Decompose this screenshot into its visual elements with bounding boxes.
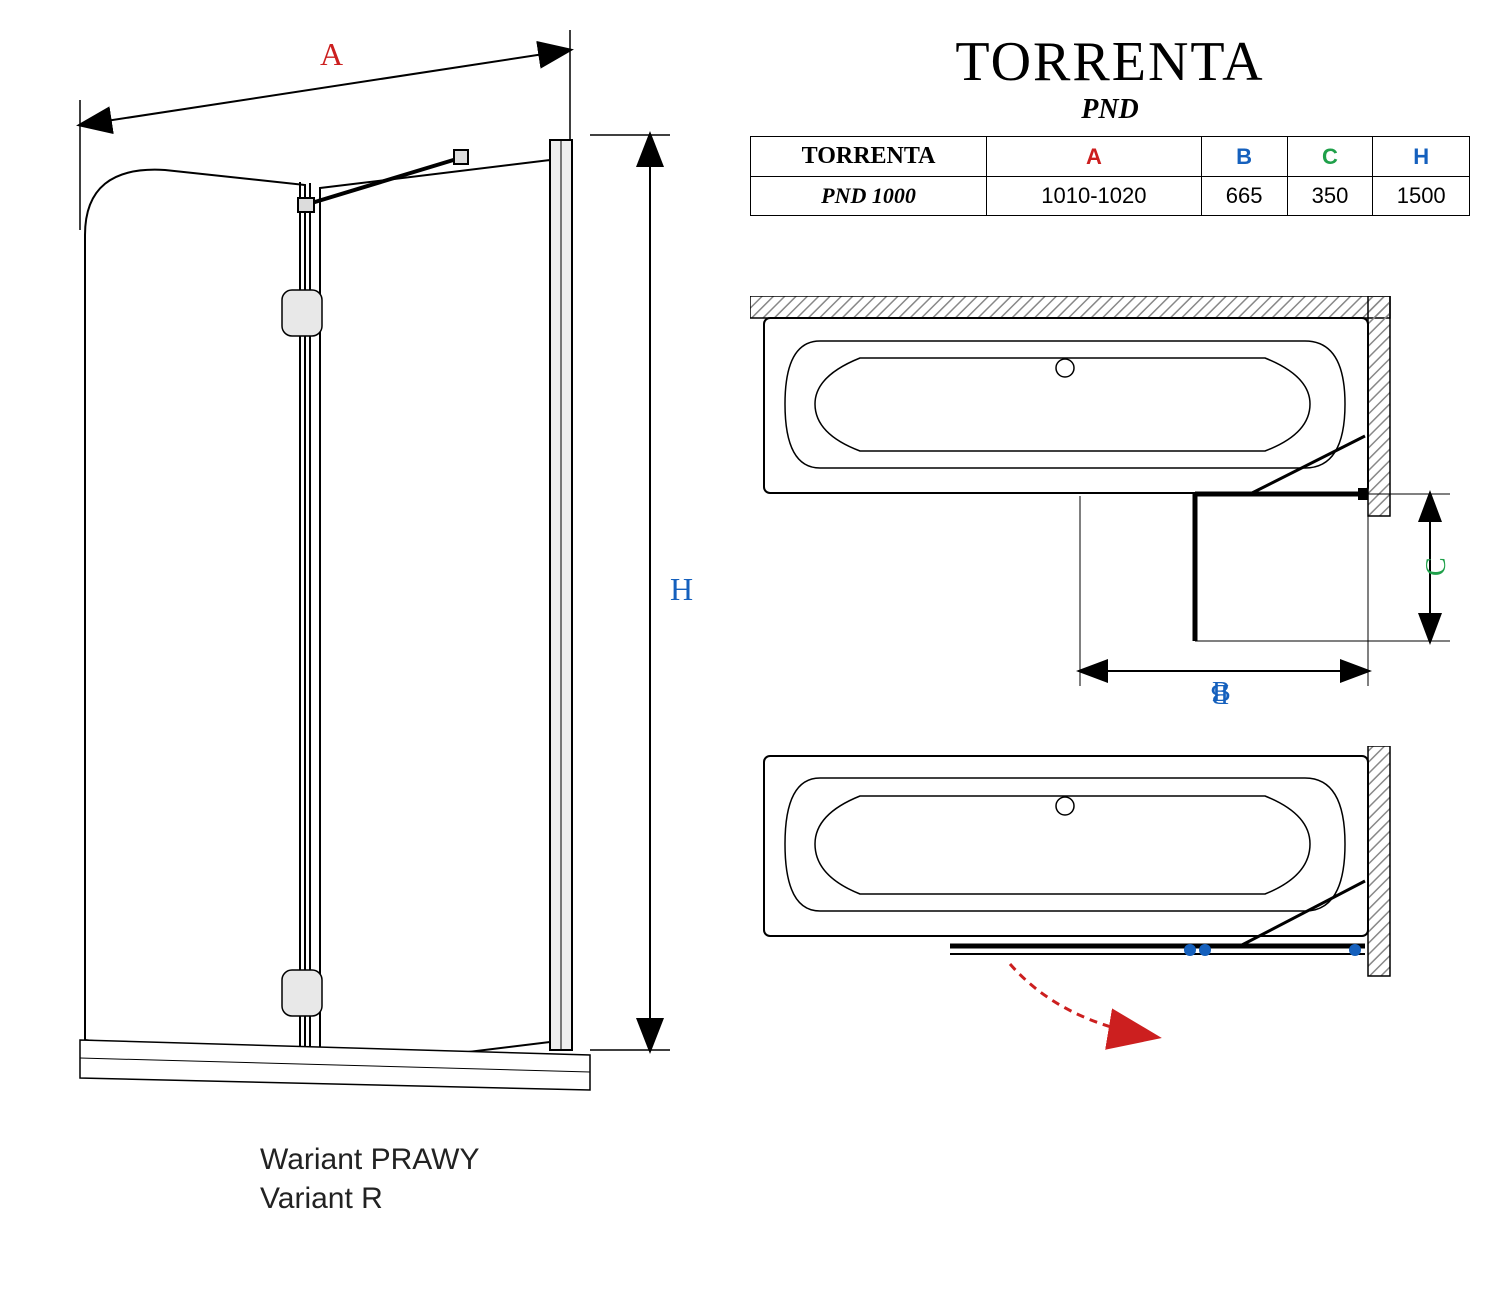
table-row: PND 1000 1010-1020 665 350 1500 [751,177,1470,216]
cell-model: PND 1000 [751,177,987,216]
dim-c-label: C [1421,557,1452,576]
page: A H [30,30,1470,1269]
variant-caption: Wariant PRAWY Variant R [260,1140,730,1218]
bottom-view-svg [750,746,1470,1056]
dim-h-label: H [670,571,693,607]
top-view: B B C [750,296,1470,716]
front-view-svg: A H [30,30,710,1150]
cell-b: 665 [1201,177,1287,216]
caption-line2: Variant R [260,1179,730,1218]
th-b: B [1201,137,1287,177]
spec-table: TORRENTA A B C H PND 1000 1010-1020 665 … [750,136,1470,216]
th-name: TORRENTA [751,137,987,177]
dimension-b: B B [1080,496,1368,709]
cell-a: 1010-1020 [987,177,1202,216]
product-title: TORRENTA [750,30,1470,94]
screen-panels [80,140,590,1090]
right-column: TORRENTA PND TORRENTA A B C H PND 1000 1… [750,30,1470,1056]
dim-a-label: A [320,36,343,72]
front-elevation: A H [30,30,730,1218]
th-c: C [1287,137,1373,177]
swing-arrow [1010,964,1150,1036]
bottom-view [750,746,1470,1056]
cell-c: 350 [1287,177,1373,216]
th-a: A [987,137,1202,177]
dimension-h: H [590,135,693,1050]
product-subtitle: PND [750,94,1470,126]
dimension-c: C [1195,494,1452,641]
table-header-row: TORRENTA A B C H [751,137,1470,177]
top-view-svg: B B C [750,296,1470,716]
th-h: H [1373,137,1470,177]
dim-b-label-vis: B [1212,677,1231,708]
cell-h: 1500 [1373,177,1470,216]
